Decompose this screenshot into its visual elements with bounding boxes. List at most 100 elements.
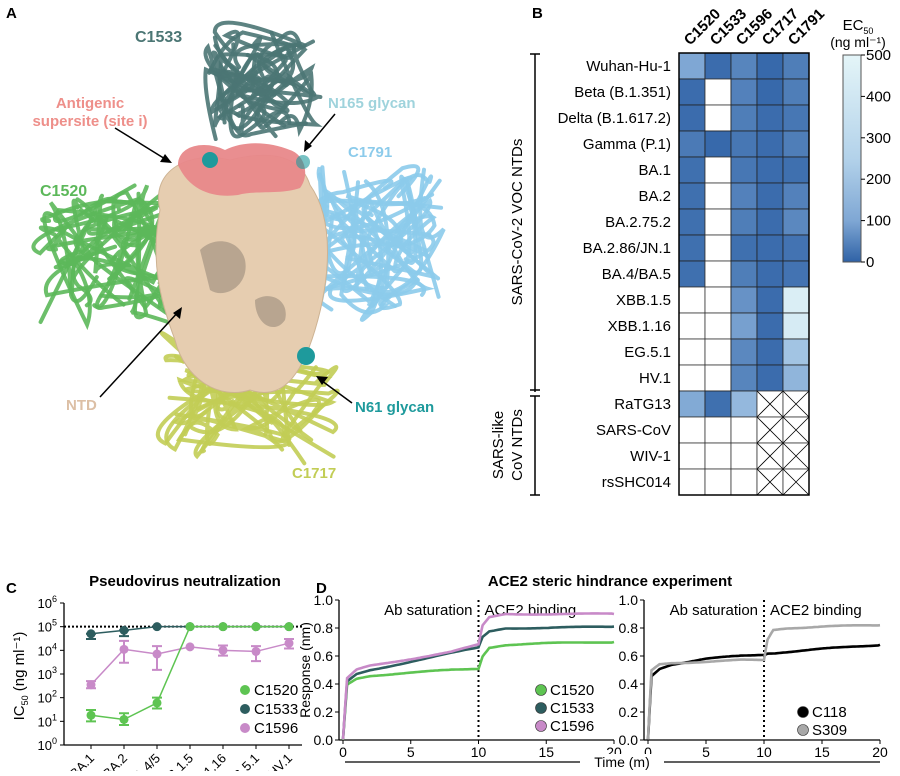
time-label-bg	[580, 754, 664, 770]
heatmap-cell	[782, 286, 810, 314]
arrowhead-icon	[304, 140, 312, 152]
data-point	[251, 622, 261, 632]
legend-marker	[797, 706, 809, 718]
y-tick-exp: 4	[52, 641, 57, 651]
y-tick-label: 0.2	[619, 704, 639, 720]
y-tick-label: 103	[38, 665, 57, 682]
data-point	[185, 642, 195, 652]
x-tick-label: 0	[339, 744, 347, 760]
heatmap-cell	[678, 52, 706, 80]
data-point	[284, 638, 294, 648]
heatmap-cell	[782, 52, 810, 80]
group-brackets	[530, 53, 540, 496]
colorbar-units: (ng ml⁻¹)	[830, 34, 886, 50]
x-tick-label: 5	[702, 744, 710, 760]
y-tick-label: 104	[38, 641, 57, 658]
heatmap-cell	[704, 78, 732, 106]
panel-c-letter: C	[6, 580, 17, 597]
heatmap-cell	[704, 312, 732, 340]
not-tested-cross-icon	[756, 390, 784, 418]
y-tick-label: 100	[38, 736, 57, 753]
y-tick-label: 0.4	[314, 676, 334, 692]
y-tick-exp: 5	[52, 618, 57, 628]
x-tick-label: 10	[756, 744, 772, 760]
legend-marker	[240, 704, 250, 714]
panel-b-letter: B	[532, 5, 543, 22]
heatmap-cell	[704, 416, 732, 444]
panel-c-neutralization: C Pseudovirus neutralization IC50 (ng ml…	[6, 573, 302, 776]
heatmap-cell	[704, 234, 732, 262]
heatmap-cell	[704, 364, 732, 392]
heatmap-cell	[678, 364, 706, 392]
row-label: XBB.1.5	[616, 292, 671, 309]
heatmap-cell	[730, 260, 758, 288]
data-point	[119, 644, 129, 654]
heatmap-cell	[756, 156, 784, 184]
data-point	[119, 714, 129, 724]
legend-marker	[240, 685, 250, 695]
x-tick-label: 15	[814, 744, 830, 760]
colorbar-tick-label: 300	[866, 130, 891, 147]
row-label: BA.1	[638, 162, 671, 179]
row-label: HV.1	[639, 370, 671, 387]
heatmap-cell	[730, 468, 758, 496]
heatmap-cell	[730, 182, 758, 210]
heatmap-cell	[704, 182, 732, 210]
sars-like-group-label-1: SARS-like	[490, 411, 507, 479]
heatmap-cell	[678, 156, 706, 184]
heatmap-cell	[730, 104, 758, 132]
heatmap-cell	[704, 260, 732, 288]
heatmap-cell	[782, 78, 810, 106]
x-tick-label: 0	[644, 744, 652, 760]
row-label: Beta (B.1.351)	[574, 84, 671, 101]
x-tick-label: 10	[471, 744, 487, 760]
ntd-surface-shadow	[200, 241, 286, 328]
y-tick-label: 0.2	[314, 704, 334, 720]
heatmap-cell	[730, 312, 758, 340]
ntd-antibody-structure-image	[31, 20, 446, 466]
heatmap-cell	[782, 208, 810, 236]
panel-d-letter: D	[316, 580, 327, 597]
legend-marker	[240, 723, 250, 733]
heatmap-cell	[678, 442, 706, 470]
c1533-contact-glycan	[202, 152, 218, 168]
legend-label: C118	[812, 704, 847, 721]
heatmap-cell	[730, 416, 758, 444]
panel-b-heatmap: B C1520C1533C1596C1717C1791Wuhan-Hu-1Bet…	[490, 5, 891, 496]
colorbar-title: EC50	[843, 17, 874, 36]
c1717-label: C1717	[292, 465, 336, 482]
heatmap-cell	[678, 78, 706, 106]
colorbar-tick-label: 200	[866, 171, 891, 188]
ribbon-strand	[174, 412, 292, 452]
y-tick-label: 0.8	[619, 620, 639, 636]
heatmap-cell	[678, 104, 706, 132]
heatmap-cell	[704, 286, 732, 314]
legend-marker	[535, 684, 547, 696]
ribbon-strand	[320, 175, 435, 265]
colorbar-tick-label: 400	[866, 88, 891, 105]
y-tick-exp: 6	[52, 594, 57, 604]
heatmap: C1520C1533C1596C1717C1791Wuhan-Hu-1Beta …	[558, 6, 828, 496]
data-point	[152, 698, 162, 708]
row-label: EG.5.1	[624, 344, 671, 361]
heatmap-cell	[730, 130, 758, 158]
not-tested-cross-icon	[782, 468, 810, 496]
heatmap-cell	[704, 390, 732, 418]
heatmap-cell	[730, 52, 758, 80]
heatmap-border	[678, 52, 810, 496]
heatmap-cell	[756, 234, 784, 262]
sars-like-group-label-2: CoV NTDs	[509, 409, 526, 481]
panel-d-title: ACE2 steric hindrance experiment	[488, 573, 732, 590]
ribbon-strand	[326, 197, 433, 292]
x-tick-label: 15	[538, 744, 554, 760]
not-tested-cross-icon	[756, 468, 784, 496]
colorbar-tick-label: 100	[866, 213, 891, 230]
trace-C1520	[341, 640, 615, 741]
data-point	[185, 622, 195, 632]
legend-label: S309	[812, 722, 847, 739]
panel-a-structure: A C1533 Antigenic supersite (site i) N16…	[6, 5, 446, 482]
trace-C1533	[341, 625, 615, 740]
y-tick-base: 10	[38, 620, 52, 635]
x-tick-label: BA.4/5	[125, 751, 163, 771]
